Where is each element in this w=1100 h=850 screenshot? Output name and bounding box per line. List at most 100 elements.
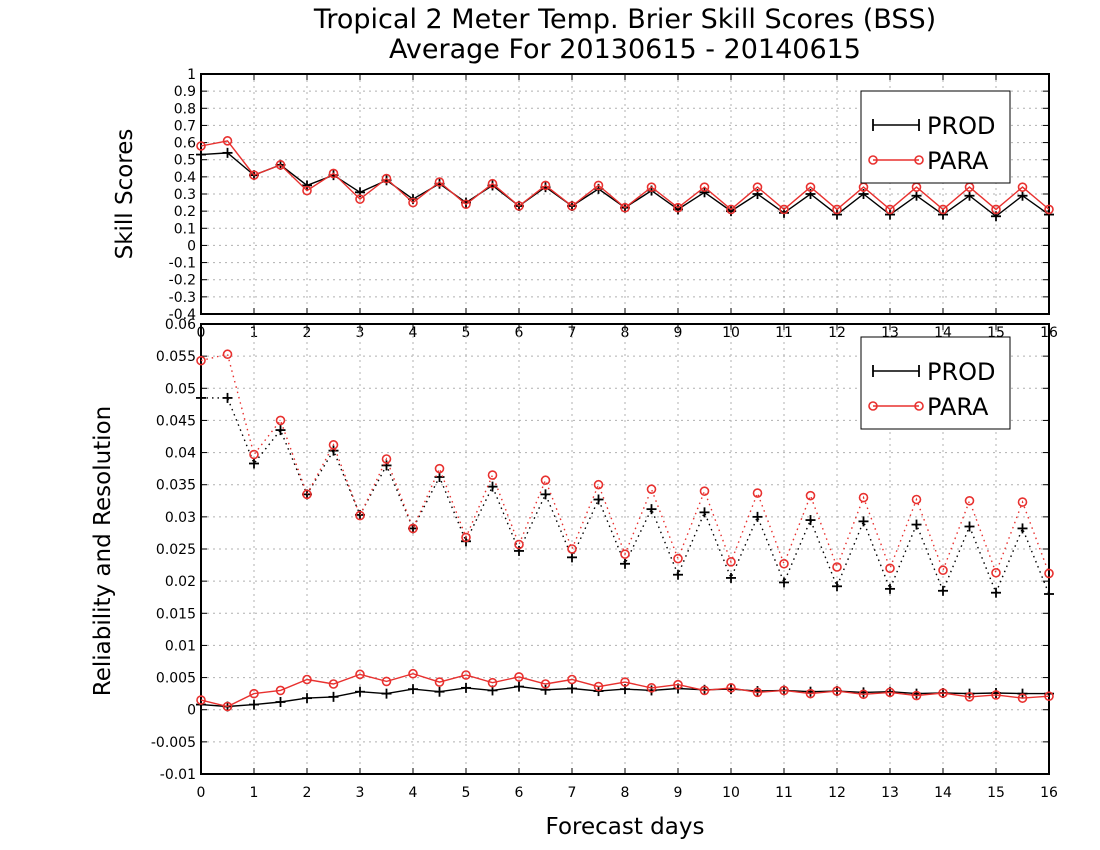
data-point [991,567,1001,578]
legend-marker [914,155,924,165]
legend-box [860,90,1011,184]
data-point [222,392,233,403]
y-tick-label: 0.03 [165,510,196,526]
data-point [726,557,736,567]
y-tick-label: 0.1 [174,221,196,237]
data-point [1044,589,1054,599]
data-point [779,204,789,215]
data-point [461,682,471,693]
data-point [832,562,842,572]
legend-entry-prod: PROD [872,112,996,140]
data-point [752,687,763,698]
data-point [752,511,763,522]
y-tick-label: -0.4 [169,307,196,323]
data-point [355,194,365,204]
x-tick-label: 16 [1040,785,1058,801]
legend: PROD PARA [860,336,1011,430]
y-tick-label: -0.01 [160,767,196,783]
data-point [805,182,816,192]
data-point [726,204,736,215]
data-point [885,209,895,220]
x-tick-label: 13 [881,785,899,801]
y-tick-label: 0.6 [174,136,196,152]
data-point [408,523,418,534]
data-point [885,563,895,574]
series-prod-solid [196,681,1054,712]
data-point [1044,691,1054,702]
data-point [911,494,922,505]
x-axis-label: Forecast days [546,814,705,840]
data-point [540,489,551,500]
y-tick-label: 0.9 [174,84,196,100]
data-point [885,687,895,698]
data-point [514,672,524,682]
x-tick-label: 4 [409,325,418,341]
legend-label: PROD [927,112,996,140]
x-tick-label: 9 [674,785,683,801]
data-point [567,552,577,563]
y-tick-label: 0.01 [165,638,196,654]
data-point [355,669,365,680]
data-point [408,684,418,695]
series-line [200,353,1050,575]
chart-subtitle: Average For 20130615 - 20140615 [389,34,861,65]
data-point [275,425,286,436]
data-point [699,187,710,198]
y-tick-label: 0.055 [156,349,196,365]
data-point [938,204,948,215]
data-point [620,677,630,687]
data-point [249,170,259,180]
x-tick-label: 14 [934,785,952,801]
x-tick-label: 7 [568,325,577,341]
data-point [355,510,365,521]
data-point [328,691,339,702]
data-point [1044,568,1054,579]
data-point [328,440,339,450]
data-point [196,392,206,403]
y-tick-label: 1 [187,67,196,83]
y-tick-label: 0.02 [165,574,196,590]
data-point [911,690,922,701]
data-point [196,355,206,366]
legend-entry-para: PARA [868,393,989,421]
data-point [381,676,392,687]
data-point [964,521,975,532]
series-para-dotted [196,349,1054,579]
plot-frame [200,73,1050,315]
series-para-solid [196,136,1054,215]
x-tick-label: 2 [303,785,312,801]
legend-marker [868,401,878,411]
data-point [381,454,392,464]
data-point [275,415,286,426]
data-point [832,686,842,696]
x-tick-label: 1 [250,785,259,801]
series-line [200,672,1050,708]
data-point [1017,190,1028,201]
data-point [381,688,392,699]
x-tick-label: 1 [250,325,259,341]
data-point [196,141,206,151]
x-tick-label: 8 [621,325,630,341]
series-line [201,397,1050,595]
data-point [991,204,1001,215]
plot-frame [200,323,1050,775]
series-para-solid [196,668,1054,712]
legend-entry-prod: PROD [872,358,996,386]
data-point [673,202,683,213]
data-point [1017,497,1028,507]
data-point [196,695,206,705]
data-point [593,180,604,191]
x-tick-label: 6 [515,785,524,801]
data-point [514,201,524,211]
x-tick-label: 12 [828,785,846,801]
y-tick-label: 0.05 [165,381,196,397]
data-point [832,581,842,592]
data-point [540,475,551,486]
x-tick-label: 8 [621,785,630,801]
data-point [222,136,233,146]
data-point [911,190,922,201]
series-prod-dotted [196,392,1054,599]
data-point [726,683,736,693]
data-point [249,688,259,699]
